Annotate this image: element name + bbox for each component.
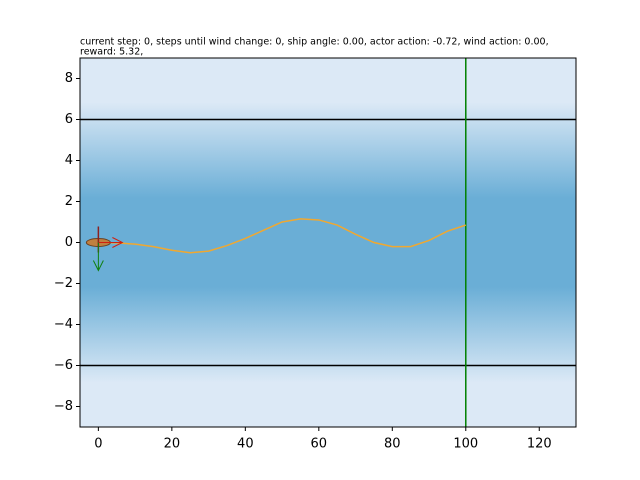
y-tick-label: −2 (54, 276, 73, 291)
wind-arrow (92, 242, 104, 272)
x-tick-label: 100 (453, 437, 478, 452)
water-background (80, 58, 576, 427)
y-tick-label: 4 (65, 153, 73, 168)
title: current step: 0, steps until wind change… (80, 37, 549, 48)
trajectory (98, 218, 467, 254)
x-tick-label: 40 (237, 437, 254, 452)
x-tick-label: 0 (94, 437, 102, 452)
y-tick-label: −4 (54, 317, 73, 332)
y-tick-label: −6 (54, 358, 73, 373)
y-tick-label: 8 (65, 71, 73, 86)
y-tick-label: −8 (54, 399, 73, 414)
x-tick-label: 20 (164, 437, 181, 452)
y-tick-label: 0 (65, 235, 73, 250)
actor-arrow (98, 237, 124, 248)
y-tick-label: 2 (65, 194, 73, 209)
x-tick-label: 60 (311, 437, 328, 452)
axes-frame (79, 57, 577, 428)
y-tick-label: 6 (65, 112, 73, 127)
x-tick-label: 120 (527, 437, 552, 452)
title: reward: 5.32, (80, 47, 143, 58)
x-tick-label: 80 (384, 437, 401, 452)
